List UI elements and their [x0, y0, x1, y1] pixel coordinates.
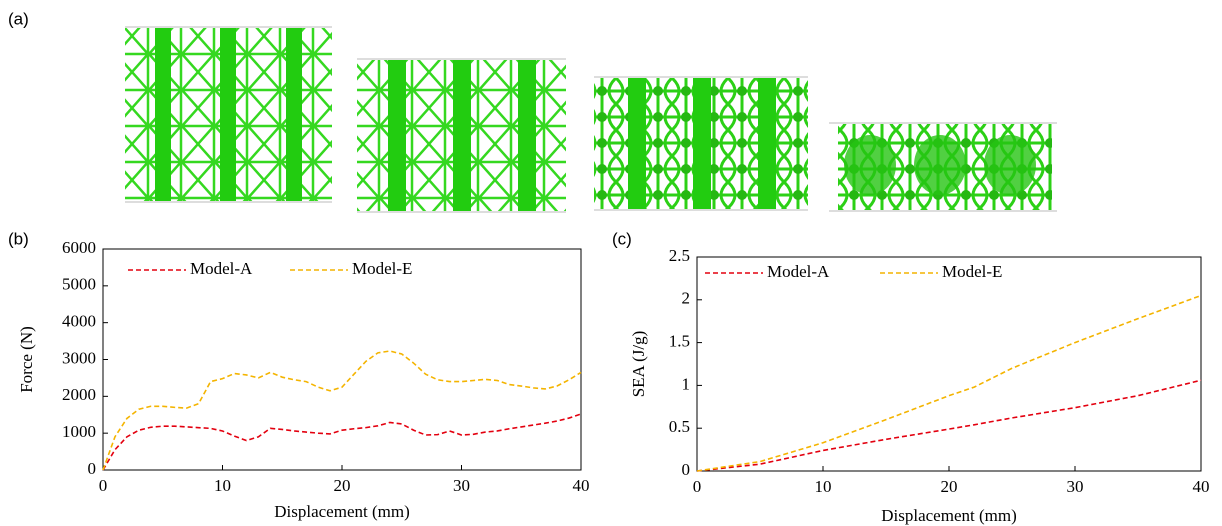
lattice-1 [125, 27, 332, 202]
panel-label: (c) [612, 229, 632, 248]
x-tick-label: 0 [99, 476, 108, 495]
x-tick-label: 40 [1193, 477, 1210, 496]
y-tick-label: 1000 [62, 422, 96, 441]
y-tick-label: 0 [88, 459, 97, 478]
data-line [103, 351, 581, 470]
x-tick-label: 10 [214, 476, 231, 495]
legend-label: Model-E [352, 259, 412, 278]
lattice-4 [829, 123, 1057, 211]
data-line [103, 414, 581, 470]
figure: (a) (b)0100020 [0, 0, 1222, 526]
lattice-images [125, 27, 1057, 212]
y-axis-label: Force (N) [17, 326, 36, 393]
x-tick-label: 30 [453, 476, 470, 495]
plot-frame [103, 249, 581, 470]
x-tick-label: 20 [334, 476, 351, 495]
y-tick-label: 5000 [62, 275, 96, 294]
x-tick-label: 10 [815, 477, 832, 496]
y-tick-label: 1.5 [669, 332, 690, 351]
lattice-3 [594, 77, 808, 210]
y-tick-label: 2 [682, 289, 691, 308]
panel-label: (a) [8, 9, 29, 28]
plot-frame [697, 257, 1201, 471]
x-axis-label: Displacement (mm) [881, 506, 1017, 525]
legend-label: Model-E [942, 262, 1002, 281]
y-tick-label: 3000 [62, 348, 96, 367]
x-tick-label: 30 [1067, 477, 1084, 496]
data-line [697, 296, 1201, 471]
y-tick-label: 1 [682, 374, 691, 393]
y-tick-label: 2.5 [669, 246, 690, 265]
y-axis-label: SEA (J/g) [629, 331, 648, 398]
y-tick-label: 2000 [62, 385, 96, 404]
lattice-2 [357, 59, 566, 212]
panel-label: (b) [8, 229, 29, 248]
x-tick-label: 20 [941, 477, 958, 496]
legend-label: Model-A [190, 259, 253, 278]
legend-label: Model-A [767, 262, 830, 281]
x-tick-label: 0 [693, 477, 702, 496]
x-axis-label: Displacement (mm) [274, 502, 410, 521]
x-tick-label: 40 [573, 476, 590, 495]
y-tick-label: 0.5 [669, 417, 690, 436]
y-tick-label: 4000 [62, 312, 96, 331]
y-tick-label: 0 [682, 460, 691, 479]
y-tick-label: 6000 [62, 238, 96, 257]
